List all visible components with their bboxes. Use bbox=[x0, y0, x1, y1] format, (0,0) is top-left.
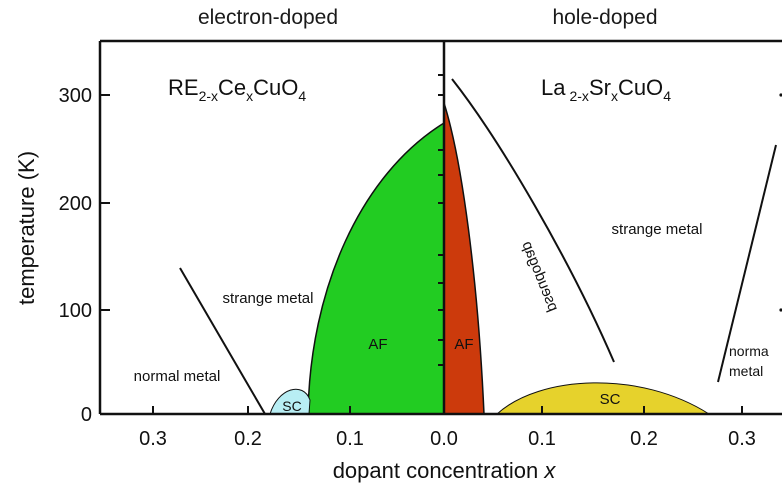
hole-doped-title: hole-doped bbox=[552, 6, 657, 29]
strange-metal-label-left: strange metal bbox=[223, 290, 314, 307]
formula-electron-doped: RE2-xCexCuO4 bbox=[168, 75, 306, 104]
x-tick-label: 0.1 bbox=[336, 428, 364, 450]
x-tick-label: 0.3 bbox=[728, 428, 756, 450]
pseudogap-label: pseudogap bbox=[518, 239, 562, 314]
pseudogap-line bbox=[451, 78, 615, 363]
af-electron-region bbox=[307, 121, 445, 415]
sc-label-hole: SC bbox=[600, 391, 621, 408]
x-tick-label: 0.3 bbox=[139, 428, 167, 450]
strange-metal-label-right: strange metal bbox=[612, 221, 703, 238]
y-tick-label: 100 bbox=[59, 300, 92, 322]
x-tick-label: 0.1 bbox=[528, 428, 556, 450]
normal-metal-label-right-line1: norma bbox=[729, 343, 769, 359]
normal-metal-label-left: normal metal bbox=[134, 368, 221, 385]
strange-normal-crossover-right bbox=[717, 144, 777, 383]
af-hole-region bbox=[443, 102, 485, 415]
normal-metal-label-right-line2: metal bbox=[729, 363, 763, 379]
x-tick-label: 0.0 bbox=[430, 428, 458, 450]
y-tick-label: 0 bbox=[81, 404, 92, 426]
y-ticks bbox=[100, 74, 444, 366]
x-axis-label: dopant concentration x bbox=[333, 458, 557, 483]
sc-hole-dome bbox=[495, 382, 711, 415]
sc-electron-dome bbox=[269, 388, 311, 415]
x-tick-label: 0.2 bbox=[630, 428, 658, 450]
electron-doped-title: electron-doped bbox=[198, 6, 338, 29]
x-tick-label: 0.2 bbox=[234, 428, 262, 450]
y-tick-label: 300 bbox=[59, 85, 92, 107]
af-label-hole: AF bbox=[454, 336, 473, 353]
x-ticks bbox=[152, 406, 743, 414]
y-axis-label: temperature (K) bbox=[14, 151, 39, 305]
strange-normal-crossover-left bbox=[179, 267, 266, 415]
y-tick-label: 200 bbox=[59, 193, 92, 215]
formula-hole-doped: La 2-xSrxCuO4 bbox=[541, 75, 671, 104]
sc-label-electron: SC bbox=[282, 398, 301, 414]
edge-mark bbox=[779, 93, 782, 97]
edge-mark bbox=[779, 308, 782, 312]
af-label-electron: AF bbox=[368, 336, 387, 353]
